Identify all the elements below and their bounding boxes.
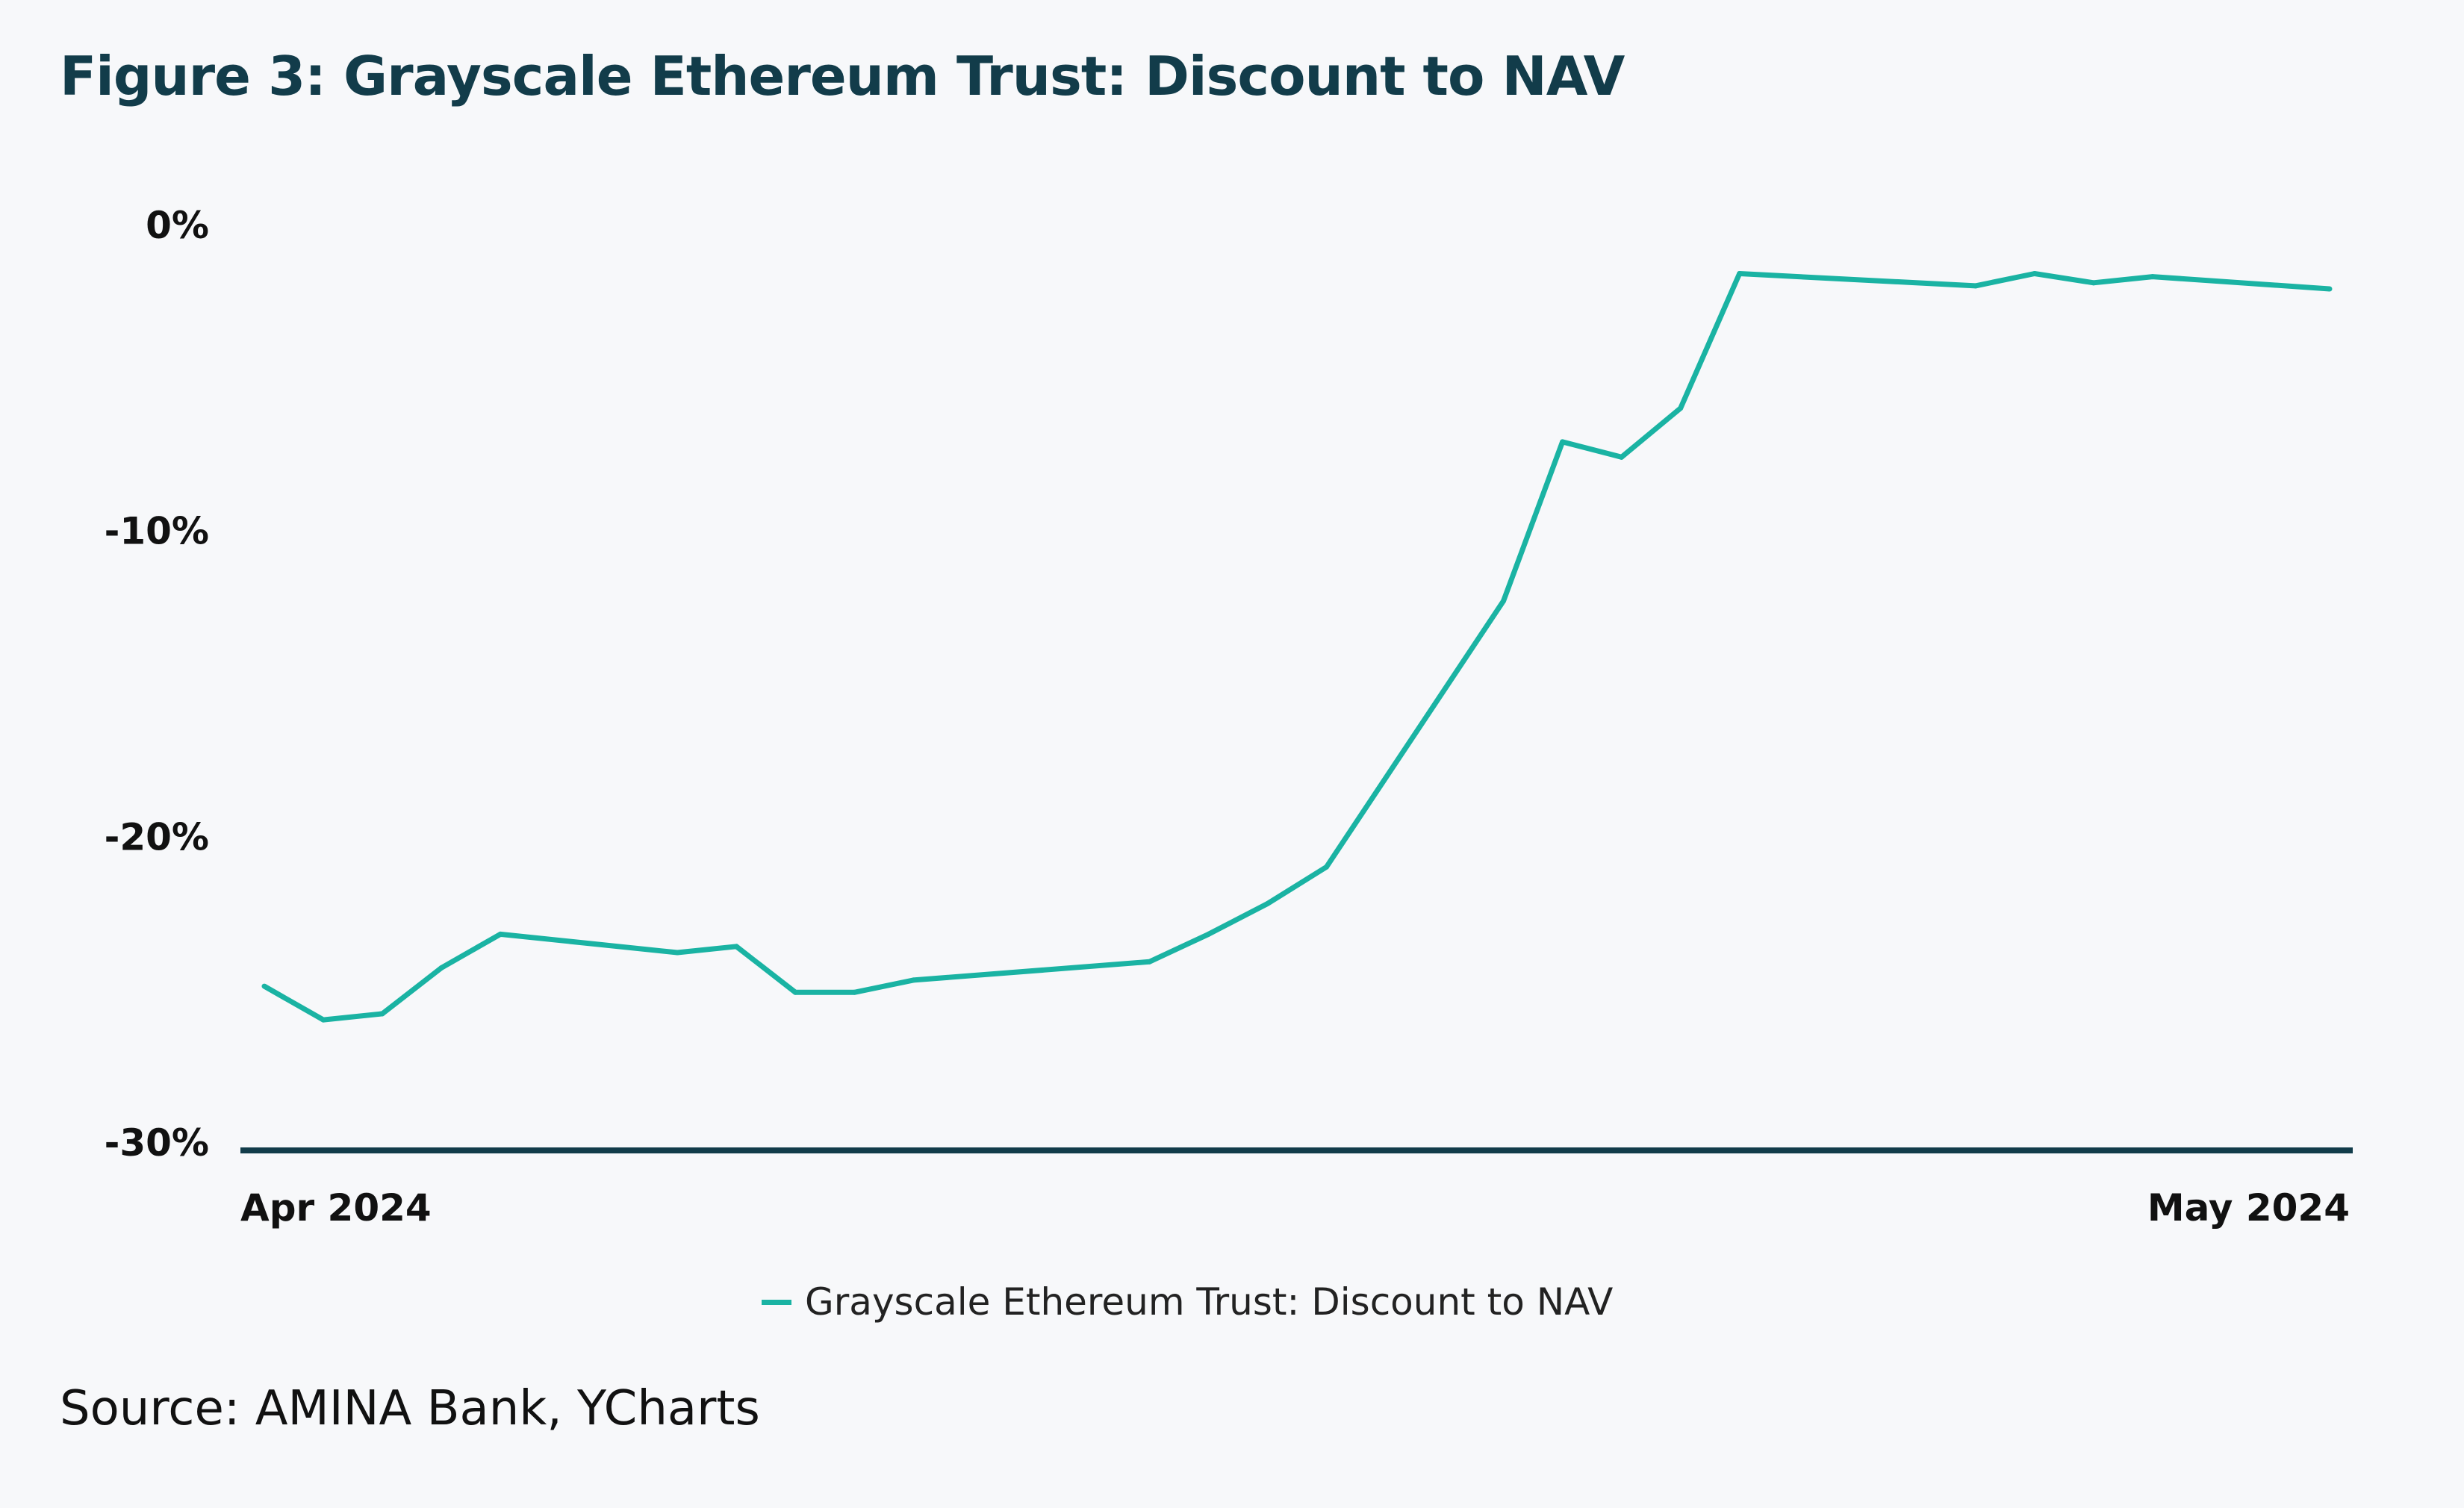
- data-point: [2032, 271, 2038, 277]
- x-tick-label: May 2024: [2147, 1186, 2350, 1230]
- series-line: [263, 271, 2330, 1023]
- x-tick-label: Apr 2024: [240, 1186, 432, 1230]
- data-point: [2150, 274, 2156, 280]
- data-point: [1737, 271, 1743, 277]
- data-point: [497, 931, 503, 937]
- y-tick-label: -30%: [105, 1121, 209, 1165]
- data-point: [2327, 286, 2333, 292]
- data-point: [320, 1017, 326, 1023]
- data-point: [910, 977, 916, 983]
- data-point: [674, 950, 680, 956]
- chart-title: Figure 3: Grayscale Ethereum Trust: Disc…: [60, 45, 1625, 108]
- source-note: Source: AMINA Bank, YCharts: [60, 1381, 760, 1436]
- data-point: [1973, 283, 1979, 289]
- data-point: [1501, 598, 1507, 604]
- y-tick-label: 0%: [146, 204, 209, 247]
- legend-label: Grayscale Ethereum Trust: Discount to NA…: [805, 1280, 1614, 1324]
- data-point: [792, 989, 798, 995]
- data-point: [1264, 900, 1270, 906]
- data-point: [1205, 931, 1211, 937]
- y-tick-label: -10%: [105, 510, 209, 553]
- data-point: [261, 983, 267, 989]
- data-point: [1619, 454, 1625, 460]
- legend: Grayscale Ethereum Trust: Discount to NA…: [762, 1280, 1613, 1324]
- y-tick-label: -20%: [105, 815, 209, 859]
- data-point: [379, 1011, 385, 1017]
- data-point: [1560, 439, 1566, 445]
- data-point: [733, 944, 739, 950]
- data-point: [1324, 864, 1330, 870]
- data-point: [2091, 280, 2097, 286]
- data-point: [1146, 959, 1152, 965]
- data-point: [438, 965, 444, 970]
- legend-swatch: [762, 1299, 791, 1305]
- data-point: [851, 989, 857, 995]
- data-point: [1678, 405, 1684, 411]
